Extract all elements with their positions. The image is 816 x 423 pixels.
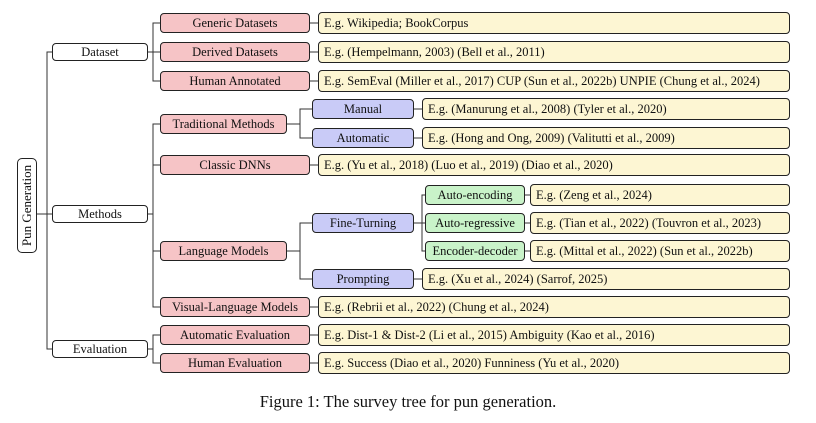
human-annotated-node: Human Annotated [160,71,310,91]
human-evaluation-node: Human Evaluation [160,353,310,373]
manual-leaf: E.g. (Manurung et al., 2008) (Tyler et a… [422,98,790,120]
language-models-node: Language Models [160,241,287,261]
automatic-leaf: E.g. (Hong and Ong, 2009) (Valitutti et … [422,127,790,149]
automatic-evaluation-node: Automatic Evaluation [160,325,310,345]
figure-caption: Figure 1: The survey tree for pun genera… [259,392,557,411]
auto-regressive-leaf: E.g. (Tian et al., 2022) (Touvron et al.… [530,212,790,234]
prompting-leaf: E.g. (Xu et al., 2024) (Sarrof, 2025) [422,268,790,290]
automatic-node: Automatic [312,128,414,148]
auto-encoding-node: Auto-encoding [425,185,525,205]
generic-datasets-node: Generic Datasets [160,13,310,33]
human-annotated-leaf: E.g. SemEval (Miller et al., 2017) CUP (… [318,70,790,92]
encoder-decoder-leaf: E.g. (Mittal et al., 2022) (Sun et al., … [530,240,790,262]
classic-dnns-leaf: E.g. (Yu et al., 2018) (Luo et al., 2019… [318,154,790,176]
derived-datasets-node: Derived Datasets [160,42,310,62]
fine-turning-node: Fine-Turning [312,213,414,233]
auto-encoding-leaf: E.g. (Zeng et al., 2024) [530,184,790,206]
derived-datasets-leaf: E.g. (Hempelmann, 2003) (Bell et al., 20… [318,41,790,63]
human-evaluation-leaf: E.g. Success (Diao et al., 2020) Funnine… [318,352,790,374]
generic-datasets-leaf: E.g. Wikipedia; BookCorpus [318,12,790,34]
root-node: Pun Generation [17,158,37,253]
root-label: Pun Generation [19,164,35,247]
manual-node: Manual [312,99,414,119]
automatic-evaluation-leaf: E.g. Dist-1 & Dist-2 (Li et al., 2015) A… [318,324,790,346]
auto-regressive-node: Auto-regressive [425,213,525,233]
classic-dnns-node: Classic DNNs [160,155,310,175]
dataset-node: Dataset [52,43,148,61]
visual-language-models-leaf: E.g. (Rebrii et al., 2022) (Chung et al.… [318,296,790,318]
traditional-methods-node: Traditional Methods [160,114,287,134]
methods-node: Methods [52,205,148,223]
visual-language-models-node: Visual-Language Models [160,297,310,317]
prompting-node: Prompting [312,269,414,289]
encoder-decoder-node: Encoder-decoder [425,241,525,261]
evaluation-node: Evaluation [52,340,148,358]
